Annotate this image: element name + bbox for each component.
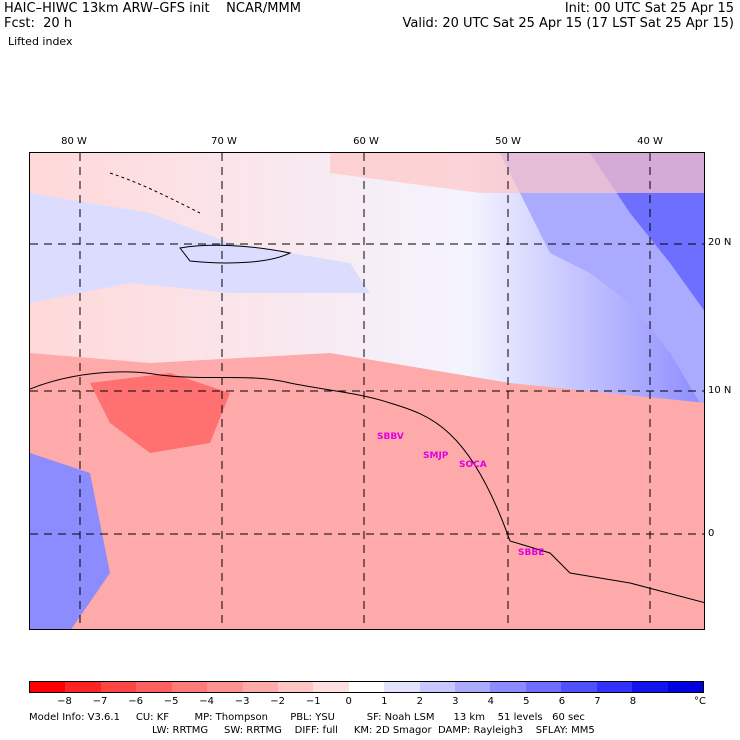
colorbar-swatch bbox=[30, 682, 66, 692]
footer-physics-info: LW: RRTMG SW: RRTMG DIFF: full KM: 2D Sm… bbox=[152, 725, 595, 736]
colorbar-swatch bbox=[455, 682, 491, 692]
colorbar-swatch bbox=[171, 682, 208, 692]
colorbar-swatch bbox=[277, 682, 314, 692]
station-smjp: SMJP bbox=[423, 451, 449, 461]
colorbar-tick-label: −6 bbox=[128, 696, 143, 707]
forecast-hour: Fcst: 20 h bbox=[4, 16, 73, 31]
colorbar-tick-label: −4 bbox=[199, 696, 214, 707]
field-name: Lifted index bbox=[8, 35, 73, 48]
stable-region-pacific bbox=[30, 453, 110, 629]
colorbar-swatch bbox=[596, 682, 633, 692]
colorbar-tick-label: −5 bbox=[163, 696, 179, 707]
colorbar-tick-label: 3 bbox=[452, 696, 459, 707]
unstable-band-north bbox=[330, 153, 704, 193]
colorbar-tick-label: 6 bbox=[558, 696, 566, 707]
colorbar-tick-label: −2 bbox=[270, 696, 286, 707]
lon-label-40w: 40 W bbox=[637, 136, 663, 147]
colorbar-swatch bbox=[632, 682, 668, 692]
colorbar-swatch bbox=[348, 682, 385, 692]
colorbar-unit: °C bbox=[694, 696, 706, 707]
lat-label-10n: 10 N bbox=[708, 385, 732, 396]
lon-label-60w: 60 W bbox=[353, 136, 379, 147]
lat-label-20n: 20 N bbox=[708, 237, 732, 248]
coastline-hispaniola bbox=[179, 244, 292, 264]
colorbar-tick-label: 0 bbox=[345, 696, 352, 707]
colorbar-tick-label: −7 bbox=[92, 696, 108, 707]
colorbar-swatch bbox=[242, 682, 278, 692]
colorbar-tick-label: −8 bbox=[57, 696, 72, 707]
colorbar-tick-label: 2 bbox=[416, 696, 423, 707]
lat-label-0: 0 bbox=[708, 528, 715, 539]
colorbar-tick-label: 4 bbox=[487, 696, 495, 707]
colorbar-swatch bbox=[384, 682, 420, 692]
colorbar-tick-label: 5 bbox=[523, 696, 530, 707]
colorbar bbox=[29, 681, 704, 693]
station-sbbv: SBBV bbox=[377, 432, 404, 442]
colorbar-tick-label: 7 bbox=[594, 696, 601, 707]
colorbar-tick-label: −3 bbox=[234, 696, 250, 707]
footer-model-info: Model Info: V3.6.1 CU: KF MP: Thompson P… bbox=[29, 712, 585, 723]
colorbar-swatch bbox=[136, 682, 172, 692]
lon-label-80w: 80 W bbox=[61, 136, 87, 147]
colorbar-swatch bbox=[313, 682, 349, 692]
init-time: Init: 00 UTC Sat 25 Apr 15 bbox=[564, 1, 734, 16]
colorbar-swatch bbox=[100, 682, 137, 692]
colorbar-tick-label: 1 bbox=[381, 696, 388, 707]
colorbar-tick-label: 8 bbox=[629, 696, 637, 707]
colorbar-swatch bbox=[490, 682, 526, 692]
station-sbbe: SBBE bbox=[518, 548, 545, 558]
lon-label-70w: 70 W bbox=[211, 136, 237, 147]
stable-band-caribbean bbox=[30, 193, 370, 303]
colorbar-tick-label: −1 bbox=[305, 696, 321, 707]
unstable-core-colombia bbox=[90, 373, 230, 453]
coastline-bahamas bbox=[109, 172, 201, 214]
station-soca: SOCA bbox=[459, 460, 487, 470]
colorbar-swatch bbox=[65, 682, 101, 692]
colorbar-swatch bbox=[561, 682, 597, 692]
model-title: HAIC–HIWC 13km ARW–GFS init NCAR/MMM bbox=[4, 1, 301, 16]
coastline-south-america bbox=[30, 371, 704, 603]
map-svg bbox=[30, 153, 704, 629]
lifted-index-map bbox=[29, 152, 705, 630]
lon-label-50w: 50 W bbox=[495, 136, 521, 147]
colorbar-swatch bbox=[667, 682, 704, 692]
valid-time: Valid: 20 UTC Sat 25 Apr 15 (17 LST Sat … bbox=[402, 16, 734, 31]
colorbar-swatch bbox=[207, 682, 243, 692]
colorbar-swatch bbox=[419, 682, 456, 692]
colorbar-swatch bbox=[525, 682, 562, 692]
